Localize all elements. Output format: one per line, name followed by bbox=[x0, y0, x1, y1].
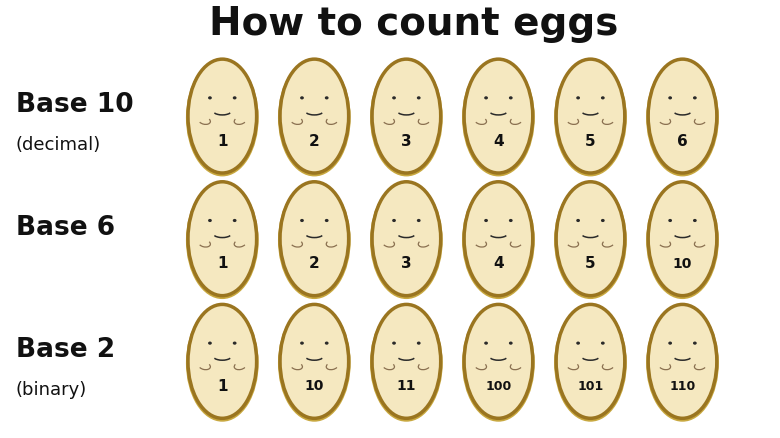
Ellipse shape bbox=[464, 59, 533, 173]
Ellipse shape bbox=[280, 59, 349, 173]
Ellipse shape bbox=[648, 59, 717, 173]
Text: 10: 10 bbox=[305, 379, 324, 393]
Ellipse shape bbox=[576, 219, 580, 222]
Ellipse shape bbox=[278, 182, 351, 299]
Ellipse shape bbox=[370, 182, 443, 299]
Ellipse shape bbox=[232, 219, 236, 222]
Text: How to count eggs: How to count eggs bbox=[209, 5, 618, 43]
Text: 3: 3 bbox=[401, 256, 412, 271]
Ellipse shape bbox=[232, 96, 236, 99]
Ellipse shape bbox=[300, 219, 304, 222]
Ellipse shape bbox=[417, 96, 420, 99]
Ellipse shape bbox=[188, 304, 257, 418]
Ellipse shape bbox=[646, 304, 719, 422]
Text: Base 2: Base 2 bbox=[16, 337, 115, 364]
Text: 5: 5 bbox=[585, 134, 596, 148]
Ellipse shape bbox=[280, 182, 349, 296]
Text: 100: 100 bbox=[485, 380, 512, 393]
Ellipse shape bbox=[509, 96, 512, 99]
Ellipse shape bbox=[601, 219, 604, 222]
Ellipse shape bbox=[208, 219, 212, 222]
Ellipse shape bbox=[300, 342, 304, 345]
Ellipse shape bbox=[324, 342, 328, 345]
Ellipse shape bbox=[668, 342, 672, 345]
Text: 4: 4 bbox=[493, 134, 504, 148]
Ellipse shape bbox=[693, 342, 697, 345]
Ellipse shape bbox=[208, 96, 212, 99]
Ellipse shape bbox=[232, 342, 236, 345]
Ellipse shape bbox=[601, 96, 604, 99]
Text: 11: 11 bbox=[396, 379, 417, 393]
Text: 101: 101 bbox=[577, 380, 604, 393]
Ellipse shape bbox=[554, 59, 627, 177]
Ellipse shape bbox=[188, 182, 257, 296]
Ellipse shape bbox=[693, 219, 697, 222]
Text: 1: 1 bbox=[217, 379, 228, 394]
Ellipse shape bbox=[208, 342, 212, 345]
Ellipse shape bbox=[693, 96, 697, 99]
Ellipse shape bbox=[324, 96, 328, 99]
Text: 110: 110 bbox=[669, 380, 696, 393]
Text: (decimal): (decimal) bbox=[16, 135, 101, 154]
Text: Base 10: Base 10 bbox=[16, 92, 133, 118]
Text: 2: 2 bbox=[309, 256, 320, 271]
Ellipse shape bbox=[324, 219, 328, 222]
Ellipse shape bbox=[556, 304, 625, 418]
Text: 1: 1 bbox=[217, 256, 228, 271]
Ellipse shape bbox=[509, 342, 512, 345]
Ellipse shape bbox=[188, 59, 257, 173]
Ellipse shape bbox=[278, 304, 351, 422]
Ellipse shape bbox=[186, 59, 259, 177]
Ellipse shape bbox=[392, 96, 396, 99]
Ellipse shape bbox=[554, 304, 627, 422]
Ellipse shape bbox=[278, 59, 351, 177]
Ellipse shape bbox=[576, 96, 580, 99]
Ellipse shape bbox=[576, 342, 580, 345]
Text: 10: 10 bbox=[673, 257, 692, 271]
Ellipse shape bbox=[464, 304, 533, 418]
Ellipse shape bbox=[509, 219, 512, 222]
Text: 2: 2 bbox=[309, 134, 320, 148]
Ellipse shape bbox=[646, 59, 719, 177]
Ellipse shape bbox=[668, 219, 672, 222]
Text: 6: 6 bbox=[677, 134, 688, 148]
Text: 5: 5 bbox=[585, 256, 596, 271]
Ellipse shape bbox=[370, 304, 443, 422]
Ellipse shape bbox=[372, 182, 441, 296]
Ellipse shape bbox=[648, 182, 717, 296]
Ellipse shape bbox=[464, 182, 533, 296]
Ellipse shape bbox=[648, 304, 717, 418]
Ellipse shape bbox=[462, 304, 535, 422]
Text: 4: 4 bbox=[493, 256, 504, 271]
Text: (binary): (binary) bbox=[16, 381, 87, 399]
Text: Base 6: Base 6 bbox=[16, 215, 115, 241]
Ellipse shape bbox=[417, 219, 420, 222]
Ellipse shape bbox=[462, 59, 535, 177]
Text: 1: 1 bbox=[217, 134, 228, 148]
Ellipse shape bbox=[668, 96, 672, 99]
Ellipse shape bbox=[601, 342, 604, 345]
Ellipse shape bbox=[370, 59, 443, 177]
Ellipse shape bbox=[417, 342, 420, 345]
Ellipse shape bbox=[372, 304, 441, 418]
Ellipse shape bbox=[462, 182, 535, 299]
Ellipse shape bbox=[186, 182, 259, 299]
Ellipse shape bbox=[484, 219, 488, 222]
Ellipse shape bbox=[484, 96, 488, 99]
Ellipse shape bbox=[300, 96, 304, 99]
Ellipse shape bbox=[554, 182, 627, 299]
Ellipse shape bbox=[280, 304, 349, 418]
Ellipse shape bbox=[372, 59, 441, 173]
Text: 3: 3 bbox=[401, 134, 412, 148]
Ellipse shape bbox=[392, 342, 396, 345]
Ellipse shape bbox=[484, 342, 488, 345]
Ellipse shape bbox=[556, 59, 625, 173]
Ellipse shape bbox=[556, 182, 625, 296]
Ellipse shape bbox=[646, 182, 719, 299]
Ellipse shape bbox=[186, 304, 259, 422]
Ellipse shape bbox=[392, 219, 396, 222]
